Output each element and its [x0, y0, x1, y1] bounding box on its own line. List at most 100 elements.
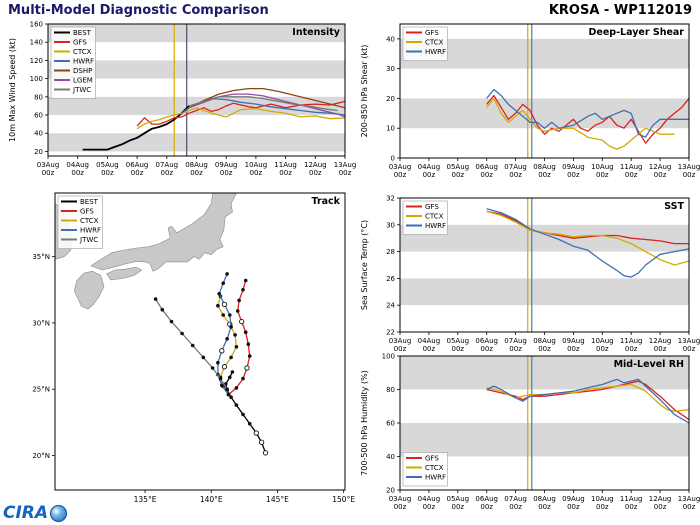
y-axis-label: 10m Max Wind Speed (kt) [8, 38, 17, 142]
series-line-BEST [82, 105, 190, 151]
svg-text:00z: 00z [309, 169, 322, 177]
series-line-HWRF [486, 378, 689, 424]
track-point-HWRF [221, 281, 225, 286]
svg-text:11Aug: 11Aug [620, 163, 643, 171]
y-axis: 20 40 60 80 100 120 140 160 [30, 21, 48, 156]
svg-text:00z: 00z [423, 345, 436, 353]
track-point-JTWC [201, 355, 206, 360]
track-point-JTWC [180, 331, 184, 336]
shaded-bands [400, 38, 689, 129]
plot-content [486, 356, 689, 490]
track-point-JTWC [225, 387, 229, 392]
svg-text:13Aug: 13Aug [678, 163, 700, 171]
svg-text:13Aug: 13Aug [678, 337, 700, 345]
svg-text:00z: 00z [596, 345, 609, 353]
svg-text:00z: 00z [220, 169, 233, 177]
track-point-HWRF [216, 360, 220, 365]
track-point-JTWC [169, 319, 174, 324]
svg-text:00z: 00z [339, 169, 352, 177]
svg-text:06Aug: 06Aug [126, 161, 149, 169]
track-point-JTWC [210, 366, 215, 370]
svg-text:06Aug: 06Aug [475, 163, 498, 171]
series-line-CTCX [486, 210, 689, 266]
shaded-bands [400, 224, 689, 306]
svg-text:00z: 00z [538, 171, 551, 179]
series-line-JTWC [188, 96, 338, 112]
svg-text:22: 22 [386, 329, 395, 337]
x-axis: 03Aug00z04Aug00z05Aug00z06Aug00z07Aug00z… [37, 156, 356, 177]
svg-text:00z: 00z [654, 345, 667, 353]
track-point-HWRF [217, 292, 221, 296]
series-line-DSHP [188, 87, 345, 109]
track-point-CTCX [233, 333, 237, 337]
svg-text:00z: 00z [596, 503, 609, 511]
svg-text:00z: 00z [509, 171, 522, 179]
track-point-GFS [246, 342, 251, 347]
svg-text:00z: 00z [596, 171, 609, 179]
svg-text:04Aug: 04Aug [66, 161, 89, 169]
track-point-HWRF [221, 301, 228, 308]
x-axis: 03Aug00z04Aug00z05Aug00z06Aug00z07Aug00z… [389, 490, 700, 511]
track-point-GFS [237, 298, 241, 303]
svg-text:GFS: GFS [425, 29, 439, 37]
svg-text:20: 20 [386, 487, 395, 495]
track-point-CTCX [221, 364, 228, 370]
svg-text:00z: 00z [71, 169, 84, 177]
svg-text:CTCX: CTCX [425, 464, 444, 472]
y-axis: 22 24 26 28 30 32 [386, 195, 400, 337]
cira-logo: CIRA [3, 503, 68, 523]
svg-text:12Aug: 12Aug [304, 161, 327, 169]
svg-text:DSHP: DSHP [73, 67, 92, 75]
svg-text:140°E: 140°E [200, 495, 223, 504]
svg-text:120: 120 [30, 57, 43, 65]
svg-text:00z: 00z [42, 169, 55, 177]
chart-shear: 03Aug00z04Aug00z05Aug00z06Aug00z07Aug00z… [360, 23, 700, 179]
track-point-GFS [234, 386, 239, 390]
svg-text:HWRF: HWRF [425, 222, 446, 230]
track-point-GFS [243, 278, 248, 283]
svg-text:100: 100 [382, 353, 395, 361]
svg-text:25°N: 25°N [32, 386, 50, 394]
svg-text:04Aug: 04Aug [418, 163, 441, 171]
track-point-BEST [229, 395, 233, 400]
panel-title: Track [312, 196, 341, 207]
series-line-GFS [486, 210, 689, 245]
chart-rh: 03Aug00z04Aug00z05Aug00z06Aug00z07Aug00z… [360, 353, 700, 512]
panel-title: SST [664, 201, 684, 212]
landmass [90, 193, 237, 272]
y-axis: 0 10 20 30 40 [386, 35, 400, 163]
track-point-JTWC [190, 343, 195, 348]
series-line-HWRF [486, 208, 689, 278]
track-point-BEST [228, 375, 232, 380]
svg-text:40: 40 [386, 453, 395, 461]
svg-text:145°E: 145°E [266, 495, 289, 504]
svg-text:05Aug: 05Aug [447, 337, 470, 345]
svg-text:00z: 00z [250, 169, 263, 177]
svg-text:28: 28 [386, 248, 395, 256]
svg-text:00z: 00z [625, 503, 638, 511]
svg-text:09Aug: 09Aug [562, 495, 585, 503]
x-axis: 135°E 140°E 145°E 150°E [134, 490, 355, 504]
panel-title: Intensity [292, 27, 340, 38]
svg-text:140: 140 [30, 39, 43, 47]
track-point-GFS [241, 376, 245, 381]
svg-text:20: 20 [386, 95, 395, 103]
svg-text:30: 30 [386, 65, 395, 73]
plot-border [54, 192, 346, 491]
svg-text:GFS: GFS [80, 208, 94, 216]
plot-content [55, 193, 269, 456]
svg-text:20: 20 [34, 148, 43, 156]
svg-text:CTCX: CTCX [80, 217, 99, 225]
series-line-CTCX [486, 97, 675, 150]
track-point-GFS [241, 288, 245, 292]
svg-text:JTWC: JTWC [79, 236, 98, 244]
svg-text:07Aug: 07Aug [504, 337, 527, 345]
svg-text:JTWC: JTWC [72, 86, 91, 94]
svg-text:09Aug: 09Aug [562, 163, 585, 171]
svg-text:11Aug: 11Aug [620, 495, 643, 503]
track-line-GFS [228, 280, 251, 395]
svg-text:05Aug: 05Aug [447, 495, 470, 503]
track-point-JTWC [218, 376, 223, 381]
svg-text:60: 60 [34, 112, 43, 120]
